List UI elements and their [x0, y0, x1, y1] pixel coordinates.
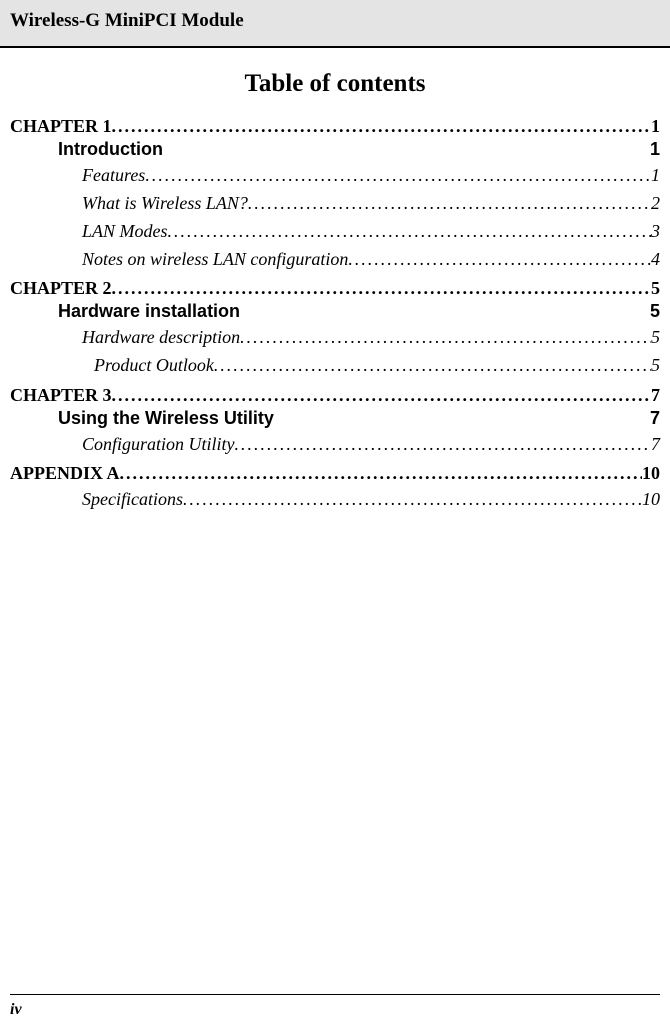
toc-leader: ........................................…	[183, 486, 642, 512]
toc-entry-page: 7	[651, 431, 660, 457]
toc-entry: Hardware description....................…	[82, 324, 660, 350]
toc-leader: ........................................…	[120, 463, 642, 484]
toc-entry-label: Notes on wireless LAN configuration	[82, 246, 348, 272]
toc-entry-label: CHAPTER 3	[10, 385, 112, 406]
header-bar: Wireless-G MiniPCI Module	[0, 0, 670, 48]
table-of-contents: CHAPTER 1 ..............................…	[0, 116, 670, 512]
toc-entry-page: 5	[651, 278, 660, 299]
toc-entry-page: 1	[651, 116, 660, 137]
toc-entry-label: Using the Wireless Utility	[58, 408, 274, 429]
toc-entry: Hardware installation...................…	[58, 301, 660, 322]
toc-entry-label: Introduction	[58, 139, 163, 160]
toc-leader: ........................................…	[168, 218, 652, 244]
toc-leader: ........................................…	[240, 324, 651, 350]
toc-entry-page: 1	[651, 162, 660, 188]
toc-entry: Specifications..........................…	[82, 486, 660, 512]
toc-entry-page: 5	[651, 324, 660, 350]
page: Wireless-G MiniPCI Module Table of conte…	[0, 0, 670, 1033]
toc-entry-label: Features	[82, 162, 145, 188]
toc-entry: LAN Modes...............................…	[82, 218, 660, 244]
toc-entry-label: CHAPTER 1	[10, 116, 112, 137]
header-title: Wireless-G MiniPCI Module	[10, 10, 660, 32]
toc-entry-label: APPENDIX A	[10, 463, 120, 484]
toc-entry: Configuration Utility...................…	[82, 431, 660, 457]
toc-entry: What is Wireless LAN?...................…	[82, 190, 660, 216]
toc-entry-label: Hardware installation	[58, 301, 240, 322]
footer-rule	[10, 994, 660, 995]
toc-entry-page: 2	[651, 190, 660, 216]
toc-entry-label: Specifications	[82, 486, 183, 512]
toc-entry: CHAPTER 1 ..............................…	[10, 116, 660, 137]
toc-leader: ........................................…	[112, 116, 651, 137]
toc-entry: APPENDIX A .............................…	[10, 463, 660, 484]
toc-entry-page: 10	[642, 463, 660, 484]
toc-title: Table of contents	[0, 70, 670, 98]
toc-leader: ........................................…	[112, 385, 651, 406]
toc-leader: ........................................…	[145, 162, 651, 188]
toc-entry-label: What is Wireless LAN?	[82, 190, 248, 216]
toc-entry: CHAPTER 2 ..............................…	[10, 278, 660, 299]
toc-leader: ........................................…	[248, 190, 651, 216]
toc-entry-label: LAN Modes	[82, 218, 168, 244]
toc-entry-page: 5	[651, 352, 660, 378]
toc-entry: Product Outlook.........................…	[94, 352, 660, 378]
toc-entry: Using the Wireless Utility..............…	[58, 408, 660, 429]
toc-entry-page: 3	[651, 218, 660, 244]
toc-entry-label: Hardware description	[82, 324, 240, 350]
page-number: iv	[10, 1001, 660, 1019]
toc-entry-label: CHAPTER 2	[10, 278, 112, 299]
toc-leader: ........................................…	[112, 278, 651, 299]
toc-entry-page: 10	[642, 486, 660, 512]
toc-entry-page: 1	[650, 139, 660, 160]
toc-leader: ........................................…	[214, 352, 651, 378]
toc-entry-page: 5	[650, 301, 660, 322]
toc-entry: Features................................…	[82, 162, 660, 188]
toc-entry-page: 7	[651, 385, 660, 406]
toc-entry-label: Configuration Utility	[82, 431, 235, 457]
toc-entry-page: 7	[650, 408, 660, 429]
toc-entry: Notes on wireless LAN configuration.....…	[82, 246, 660, 272]
toc-leader: ........................................…	[348, 246, 651, 272]
toc-leader: ........................................…	[235, 431, 651, 457]
toc-entry: CHAPTER 3 ..............................…	[10, 385, 660, 406]
footer: iv	[0, 994, 670, 1019]
toc-entry: Introduction............................…	[58, 139, 660, 160]
toc-entry-label: Product Outlook	[94, 352, 214, 378]
toc-entry-page: 4	[651, 246, 660, 272]
